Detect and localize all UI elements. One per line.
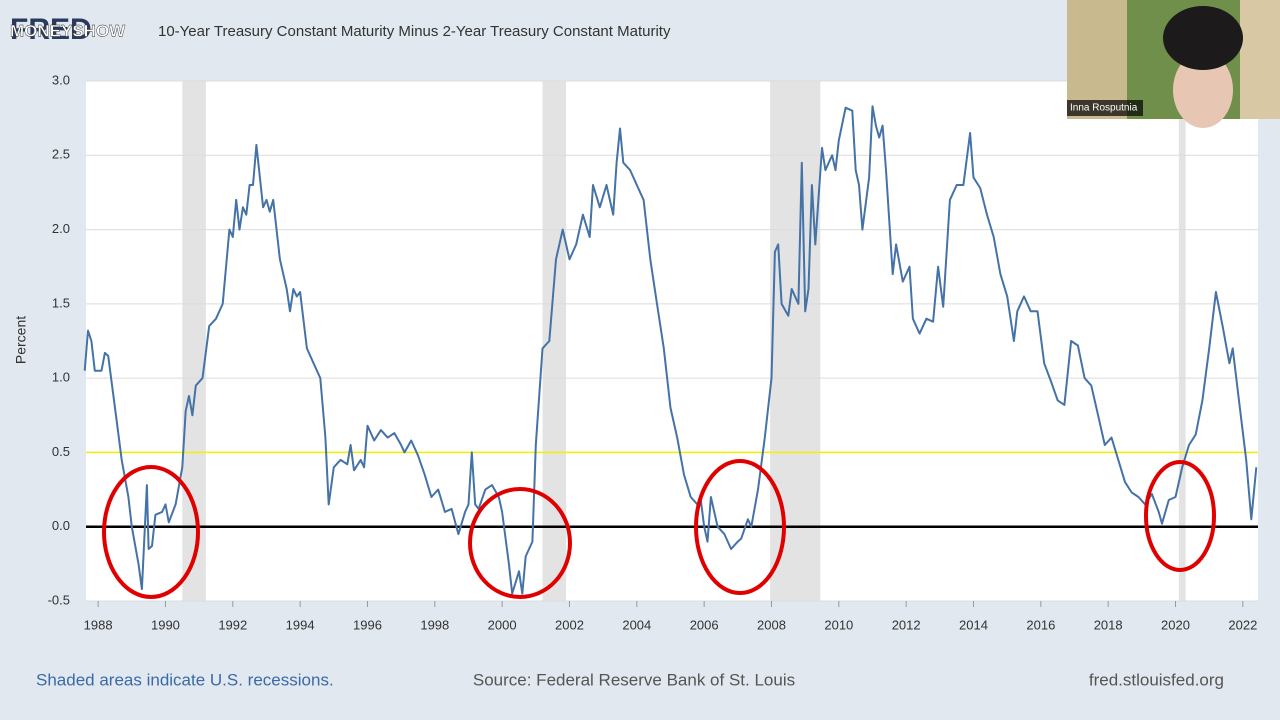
x-tick-label: 2016: [1026, 617, 1055, 632]
y-tick-label: 0.0: [52, 518, 70, 533]
highlight-circles: [102, 459, 1216, 599]
recession-band: [770, 81, 821, 601]
chart-title: 10-Year Treasury Constant Maturity Minus…: [158, 23, 671, 40]
webcam-hair: [1163, 6, 1243, 70]
x-tick-label: 1998: [420, 617, 449, 632]
y-tick-label: 2.5: [52, 147, 70, 162]
webcam-face: [1173, 52, 1233, 128]
recession-band: [1178, 81, 1186, 601]
y-tick-label: 1.0: [52, 370, 70, 385]
x-tick-label: 2000: [488, 617, 517, 632]
webcam: Inna Rosputnia: [1067, 0, 1280, 128]
y-axis-label: Percent: [13, 316, 29, 364]
webcam-background: [1240, 0, 1280, 119]
x-tick-label: 2012: [892, 617, 921, 632]
x-tick-label: 1996: [353, 617, 382, 632]
x-tick-label: 2018: [1094, 617, 1123, 632]
x-tick-label: 2006: [690, 617, 719, 632]
x-tick-label: 2020: [1161, 617, 1190, 632]
overlay-brand: MONEYSHOW: [10, 21, 126, 40]
highlight-circle: [102, 465, 200, 599]
recession-band: [542, 81, 567, 601]
x-tick-label: 1988: [84, 617, 113, 632]
x-tick-label: 1992: [218, 617, 247, 632]
plot-area: [86, 81, 1258, 601]
logo: FRED: [10, 13, 92, 46]
y-tick-label: 2.0: [52, 221, 70, 236]
webcam-name-bg: [1067, 100, 1143, 116]
x-tick-label: 2010: [824, 617, 853, 632]
recession-note: Shaded areas indicate U.S. recessions.: [36, 670, 334, 689]
x-tick-label: 2014: [959, 617, 988, 632]
y-tick-label: 1.5: [52, 295, 70, 310]
x-tick-label: 2004: [622, 617, 651, 632]
recession-band: [182, 81, 206, 601]
y-tick-label: 0.5: [52, 444, 70, 459]
webcam-background: [1067, 0, 1127, 119]
y-tick-label: -0.5: [48, 592, 70, 607]
highlight-circle: [1144, 460, 1216, 572]
x-tick-label: 1990: [151, 617, 180, 632]
x-tick-label: 2022: [1228, 617, 1257, 632]
source: Source: Federal Reserve Bank of St. Loui…: [473, 670, 795, 689]
x-tick-label: 2008: [757, 617, 786, 632]
highlight-circle: [694, 459, 786, 595]
data-line: [83, 105, 1258, 595]
site: fred.stlouisfed.org: [1089, 670, 1224, 689]
webcam-name: Inna Rosputnia: [1070, 103, 1138, 114]
x-tick-label: 1994: [286, 617, 315, 632]
x-tick-label: 2002: [555, 617, 584, 632]
highlight-circle: [468, 487, 572, 599]
y-tick-label: 3.0: [52, 72, 70, 87]
